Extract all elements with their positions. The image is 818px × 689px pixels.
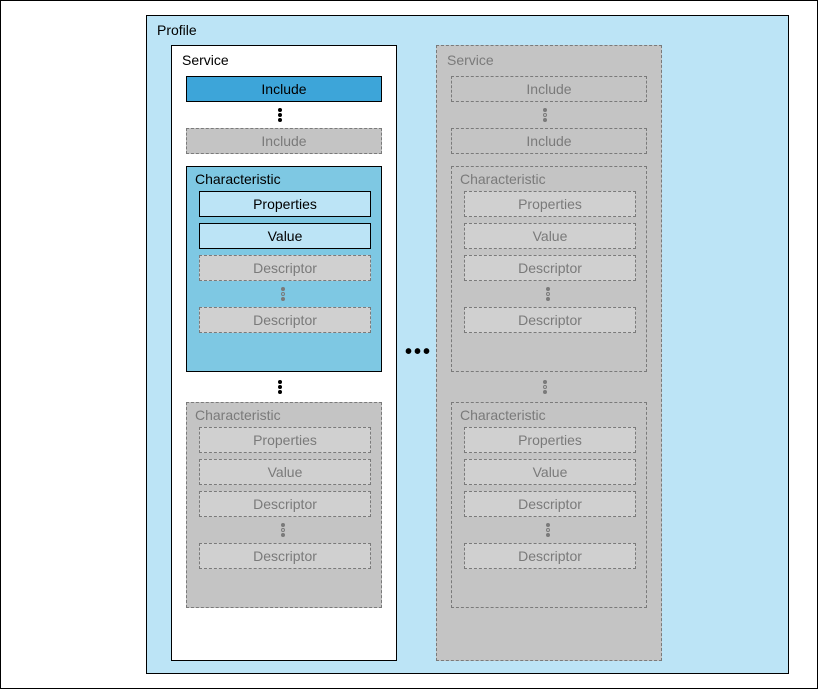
service-active: Service Include Include Characteristic P… xyxy=(171,45,397,661)
profile-label: Profile xyxy=(157,22,197,38)
descriptor-ghost: Descriptor xyxy=(199,255,371,281)
descriptor-ghost: Descriptor xyxy=(464,543,636,569)
characteristic-label: Characteristic xyxy=(460,171,546,187)
ellipsis-vertical xyxy=(543,108,547,122)
ellipsis-vertical xyxy=(281,287,285,301)
characteristic-label: Characteristic xyxy=(195,407,281,423)
characteristic-ghost: Characteristic Properties Value Descript… xyxy=(451,166,647,372)
properties-ghost: Properties xyxy=(199,427,371,453)
descriptor-ghost: Descriptor xyxy=(199,543,371,569)
include-active: Include xyxy=(186,76,382,102)
ellipsis-vertical xyxy=(281,523,285,537)
ellipsis-vertical xyxy=(278,108,282,122)
ellipsis-vertical xyxy=(278,380,282,394)
service-ghost: Service Include Include Characteristic P… xyxy=(436,45,662,661)
properties-ghost: Properties xyxy=(464,191,636,217)
value-ghost: Value xyxy=(464,459,636,485)
characteristic-label: Characteristic xyxy=(460,407,546,423)
value-ghost: Value xyxy=(464,223,636,249)
characteristic-ghost: Characteristic Properties Value Descript… xyxy=(451,402,647,608)
descriptor-ghost: Descriptor xyxy=(464,255,636,281)
diagram-canvas: Profile Service Include Include Characte… xyxy=(0,0,818,689)
value-ghost: Value xyxy=(199,459,371,485)
service-label: Service xyxy=(182,52,229,68)
descriptor-ghost: Descriptor xyxy=(199,307,371,333)
properties-box: Properties xyxy=(199,191,371,217)
descriptor-ghost: Descriptor xyxy=(199,491,371,517)
characteristic-label: Characteristic xyxy=(195,171,281,187)
characteristic-ghost: Characteristic Properties Value Descript… xyxy=(186,402,382,608)
service-label: Service xyxy=(447,52,494,68)
properties-ghost: Properties xyxy=(464,427,636,453)
include-ghost: Include xyxy=(451,76,647,102)
characteristic-active: Characteristic Properties Value Descript… xyxy=(186,166,382,372)
descriptor-ghost: Descriptor xyxy=(464,491,636,517)
descriptor-ghost: Descriptor xyxy=(464,307,636,333)
ellipsis-vertical xyxy=(546,523,550,537)
ellipsis-vertical xyxy=(546,287,550,301)
include-ghost: Include xyxy=(186,128,382,154)
ellipsis-vertical xyxy=(543,380,547,394)
ellipsis-horizontal: ••• xyxy=(405,341,432,364)
include-ghost: Include xyxy=(451,128,647,154)
value-box: Value xyxy=(199,223,371,249)
